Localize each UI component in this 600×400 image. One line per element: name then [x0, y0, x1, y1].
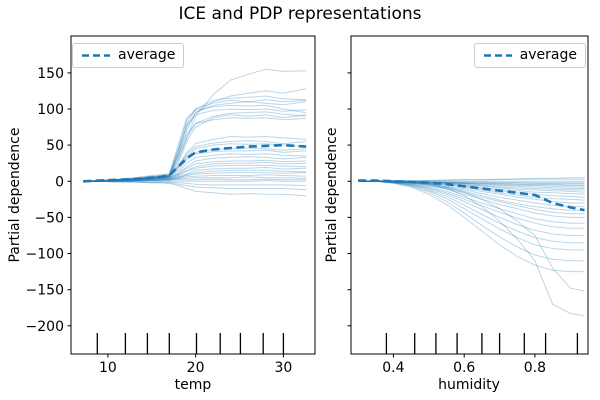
- x-tick-label: 20: [187, 360, 205, 376]
- ice-line: [83, 179, 307, 182]
- x-tick-label: 0.8: [524, 360, 546, 376]
- y-tick-label: 100: [37, 102, 64, 118]
- ice-line: [83, 174, 307, 182]
- ice-line: [83, 180, 307, 187]
- ice-line: [358, 180, 585, 273]
- ice-line: [358, 180, 585, 224]
- x-tick-label: 0.4: [382, 360, 404, 376]
- y-tick-label: −50: [34, 210, 64, 226]
- xaxis-label-humidity: humidity: [438, 377, 500, 393]
- ice-lines: [83, 68, 307, 197]
- x-tick-label: 10: [99, 360, 117, 376]
- yaxis-label-left: Partial dependence: [7, 127, 23, 263]
- ice-line: [83, 178, 307, 182]
- ice-lines: [358, 177, 585, 317]
- ice-line: [358, 180, 585, 236]
- average-line: [358, 179, 585, 212]
- tick-labels: 0.4 0.6 0.8: [382, 360, 546, 376]
- x-tick-label: 30: [274, 360, 292, 376]
- x-tick-label: 0.6: [453, 360, 475, 376]
- y-tick-label: 50: [46, 138, 64, 154]
- average-line: [83, 143, 307, 183]
- ice-line: [83, 180, 307, 197]
- rug-marks: [96, 333, 285, 354]
- plot-border: [350, 35, 589, 355]
- ice-line: [358, 180, 585, 262]
- y-tick-label: −100: [26, 247, 64, 263]
- yaxis-label-right: Partial dependence: [324, 127, 340, 263]
- rug-marks: [385, 333, 579, 354]
- legend-right-label: average: [519, 47, 577, 63]
- axes-right: 0.4 0.6 0.8: [347, 35, 589, 376]
- ice-line: [83, 169, 307, 182]
- axes-left: 10 20 30 150 100 50 0 −50 −100 −150 −200: [26, 35, 316, 376]
- average-dashed-line-icon: [483, 54, 512, 57]
- tick-labels: 10 20 30 150 100 50 0 −50 −100 −150 −200: [26, 66, 293, 376]
- legend-left: average: [72, 43, 185, 68]
- y-tick-label: −150: [26, 283, 64, 299]
- xaxis-label-temp: temp: [174, 377, 212, 393]
- figure-title: ICE and PDP representations: [178, 4, 422, 24]
- ice-line: [358, 180, 585, 292]
- legend-right: average: [473, 43, 586, 68]
- ice-line: [83, 180, 307, 191]
- ice-line: [358, 180, 585, 251]
- ticks: [347, 72, 536, 358]
- ice-line: [83, 101, 307, 182]
- ice-line: [83, 104, 307, 182]
- ice-line: [83, 176, 307, 182]
- plot-border: [70, 35, 316, 355]
- y-tick-label: 150: [37, 66, 64, 82]
- y-tick-label: 0: [55, 174, 64, 190]
- average-dashed-line-icon: [82, 54, 110, 57]
- y-tick-label: −200: [26, 319, 64, 335]
- ticks: [67, 72, 284, 358]
- legend-left-label: average: [118, 47, 176, 63]
